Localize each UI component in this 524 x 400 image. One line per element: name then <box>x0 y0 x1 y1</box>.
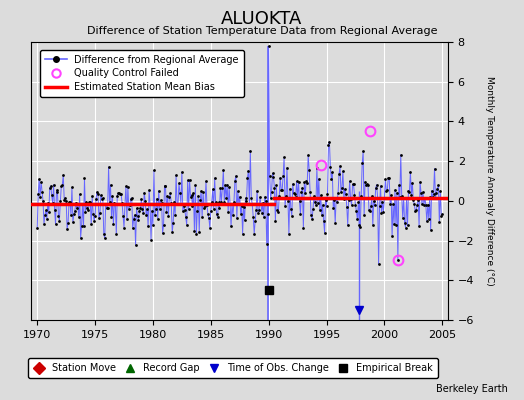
Text: ALUOKTA: ALUOKTA <box>221 10 303 28</box>
Y-axis label: Monthly Temperature Anomaly Difference (°C): Monthly Temperature Anomaly Difference (… <box>485 76 494 286</box>
Text: Difference of Station Temperature Data from Regional Average: Difference of Station Temperature Data f… <box>87 26 437 36</box>
Text: Berkeley Earth: Berkeley Earth <box>436 384 508 394</box>
Legend: Station Move, Record Gap, Time of Obs. Change, Empirical Break: Station Move, Record Gap, Time of Obs. C… <box>28 358 438 378</box>
